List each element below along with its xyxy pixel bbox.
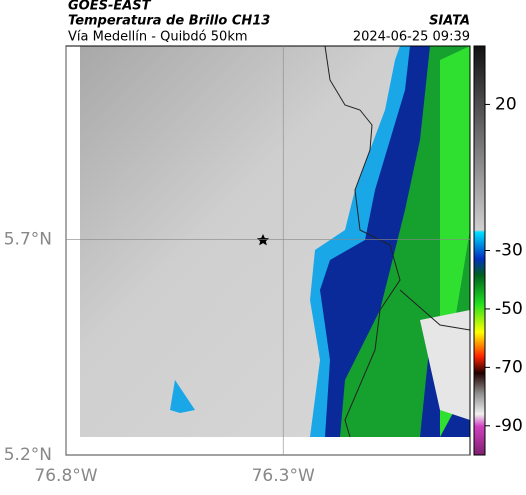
satellite-image bbox=[80, 45, 471, 438]
title: Temperatura de Brillo CH13 bbox=[68, 14, 270, 29]
y-tick-label: 5.2°N bbox=[4, 445, 52, 465]
colorbar-tick-label: -70 bbox=[495, 357, 523, 377]
satellite: GOES-EAST bbox=[68, 0, 152, 14]
colorbar-tick-label: -50 bbox=[495, 299, 523, 319]
colorbar bbox=[473, 45, 486, 456]
colorbar-tick-label: -90 bbox=[495, 416, 523, 436]
region: Vía Medellín - Quibdó 50km bbox=[68, 30, 248, 45]
colorbar-tick-label: 20 bbox=[495, 94, 517, 114]
datetime: 2024-06-25 09:39 bbox=[353, 30, 470, 45]
y-tick-label: 5.7°N bbox=[4, 230, 52, 250]
x-tick-label: 76.8°W bbox=[34, 466, 97, 486]
colorbar-tick-label: -30 bbox=[495, 241, 523, 261]
source: SIATA bbox=[429, 14, 470, 29]
x-tick-label: 76.3°W bbox=[252, 466, 315, 486]
